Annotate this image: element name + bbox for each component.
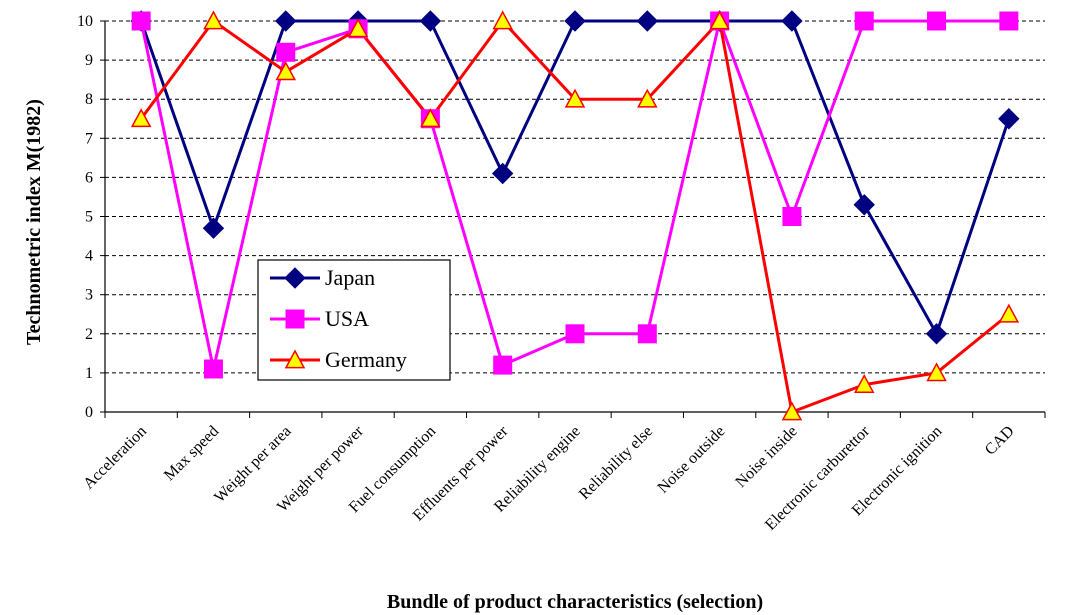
data-point-germany: [709, 10, 730, 30]
data-point-japan: [419, 10, 442, 32]
data-point-usa: [493, 355, 513, 375]
data-point-japan: [636, 10, 659, 32]
data-point-germany: [781, 401, 803, 421]
x-axis-title: Bundle of product characteristics (selec…: [387, 591, 763, 613]
data-point-germany: [853, 374, 875, 394]
y-tick-label: 4: [85, 248, 93, 265]
y-tick-label: 6: [85, 169, 93, 186]
legend-marker-germany: [284, 349, 306, 369]
x-tick-label: Noise inside: [732, 423, 800, 491]
data-point-germany: [998, 303, 1020, 323]
data-point-usa: [999, 11, 1019, 31]
data-point-japan: [853, 194, 875, 216]
data-point-japan: [202, 217, 225, 239]
y-tick-label: 2: [85, 326, 93, 343]
data-point-germany: [637, 88, 658, 108]
data-point-usa: [637, 324, 657, 344]
x-tick-label: Weight per area: [211, 423, 294, 506]
y-tick-label: 0: [85, 404, 93, 421]
data-point-japan: [491, 162, 514, 185]
data-point-germany: [420, 108, 441, 128]
data-point-germany: [130, 108, 152, 128]
y-tick-label: 9: [85, 52, 93, 69]
x-tick-label: Noise outside: [655, 423, 729, 497]
data-point-germany: [275, 61, 297, 81]
x-tick-label: Acceleration: [80, 423, 150, 493]
data-point-germany: [564, 88, 586, 108]
data-point-germany: [347, 18, 369, 38]
data-point-germany: [926, 362, 947, 382]
y-tick-label: 1: [85, 365, 93, 382]
legend-label-usa: USA: [325, 306, 369, 331]
data-point-usa: [203, 359, 223, 379]
x-tick-label: CAD: [982, 423, 1018, 459]
data-point-japan: [275, 10, 297, 32]
data-point-japan: [925, 323, 948, 345]
data-point-japan: [564, 10, 586, 32]
data-point-usa: [565, 324, 585, 344]
data-point-usa: [854, 11, 874, 31]
y-tick-label: 5: [85, 209, 93, 226]
y-tick-label: 10: [77, 13, 93, 30]
legend-marker-usa: [285, 309, 305, 329]
axes: [100, 20, 1046, 418]
data-point-japan: [781, 10, 803, 32]
y-axis-title: Technometric index M(1982): [23, 99, 45, 345]
x-tick-label: Max speed: [161, 423, 222, 484]
legend-label-japan: Japan: [325, 265, 375, 290]
y-tick-labels: 0 1 2 3 4 5 6 7 8 9 10: [77, 13, 93, 421]
data-point-usa: [782, 207, 802, 226]
data-point-usa: [927, 11, 947, 31]
data-point-japan: [998, 108, 1020, 130]
legend-label-germany: Germany: [325, 347, 407, 372]
data-point-usa: [276, 42, 296, 62]
legend-marker-japan: [284, 267, 306, 289]
series-markers: [130, 10, 1020, 421]
gridlines: [105, 20, 1045, 374]
y-tick-label: 8: [85, 91, 93, 108]
y-tick-label: 3: [85, 287, 93, 304]
data-point-germany: [203, 10, 224, 30]
legend: Japan USA Germany: [257, 259, 451, 381]
data-point-usa: [131, 11, 151, 31]
data-point-germany: [492, 10, 513, 30]
x-tick-label: Reliability else: [576, 423, 656, 503]
y-tick-label: 7: [85, 130, 93, 147]
